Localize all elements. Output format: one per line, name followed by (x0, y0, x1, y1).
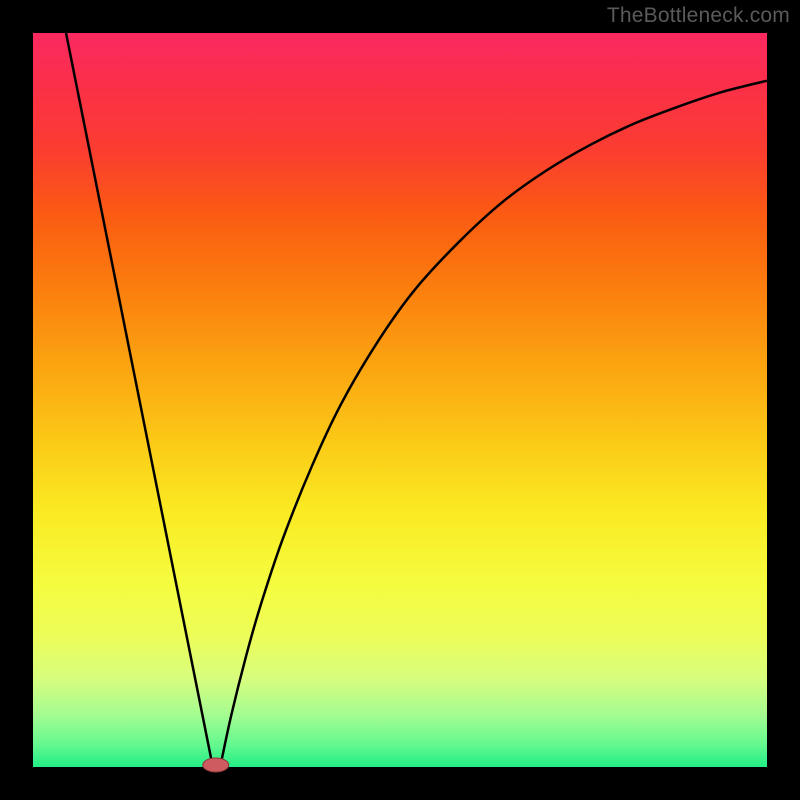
minimum-marker (203, 758, 229, 772)
watermark-text: TheBottleneck.com (607, 4, 790, 28)
plot-background (33, 33, 767, 767)
bottleneck-chart (0, 0, 800, 800)
chart-container: TheBottleneck.com (0, 0, 800, 800)
